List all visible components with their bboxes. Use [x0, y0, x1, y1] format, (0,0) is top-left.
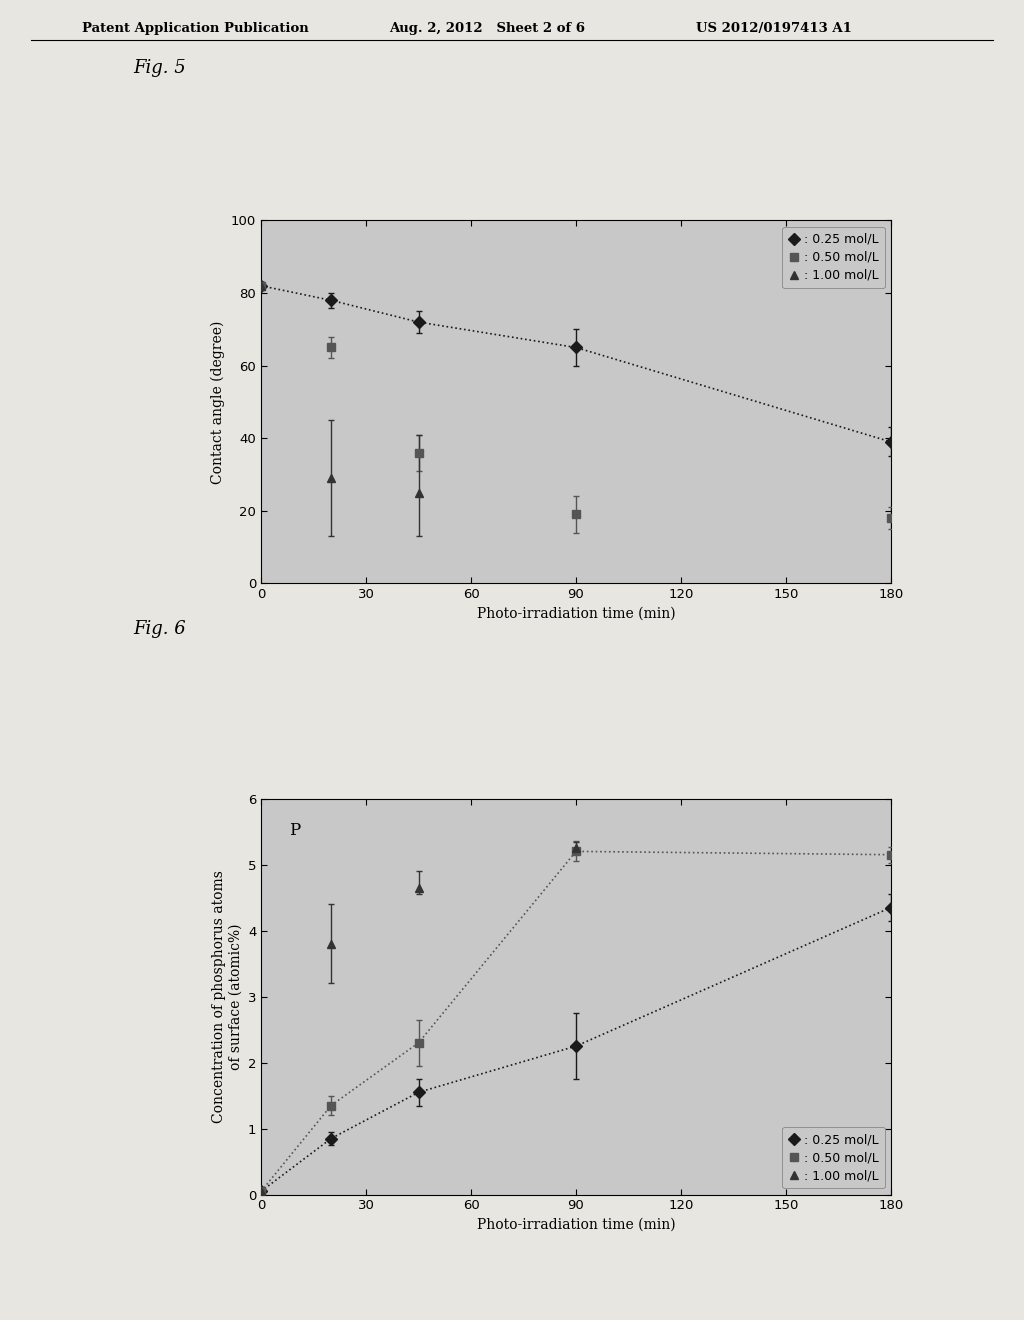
X-axis label: Photo-irradiation time (min): Photo-irradiation time (min)	[477, 607, 675, 620]
Text: Aug. 2, 2012   Sheet 2 of 6: Aug. 2, 2012 Sheet 2 of 6	[389, 22, 585, 36]
Text: Patent Application Publication: Patent Application Publication	[82, 22, 308, 36]
X-axis label: Photo-irradiation time (min): Photo-irradiation time (min)	[477, 1218, 675, 1232]
Text: Fig. 5: Fig. 5	[133, 59, 186, 78]
Text: P: P	[289, 821, 300, 838]
Y-axis label: Concentration of phosphorus atoms
of surface (atomic%): Concentration of phosphorus atoms of sur…	[212, 870, 243, 1123]
Text: US 2012/0197413 A1: US 2012/0197413 A1	[696, 22, 852, 36]
Text: Fig. 6: Fig. 6	[133, 620, 186, 639]
Legend: : 0.25 mol/L, : 0.50 mol/L, : 1.00 mol/L: : 0.25 mol/L, : 0.50 mol/L, : 1.00 mol/L	[782, 227, 885, 288]
Legend: : 0.25 mol/L, : 0.50 mol/L, : 1.00 mol/L: : 0.25 mol/L, : 0.50 mol/L, : 1.00 mol/L	[782, 1127, 885, 1188]
Y-axis label: Contact angle (degree): Contact angle (degree)	[211, 321, 225, 483]
